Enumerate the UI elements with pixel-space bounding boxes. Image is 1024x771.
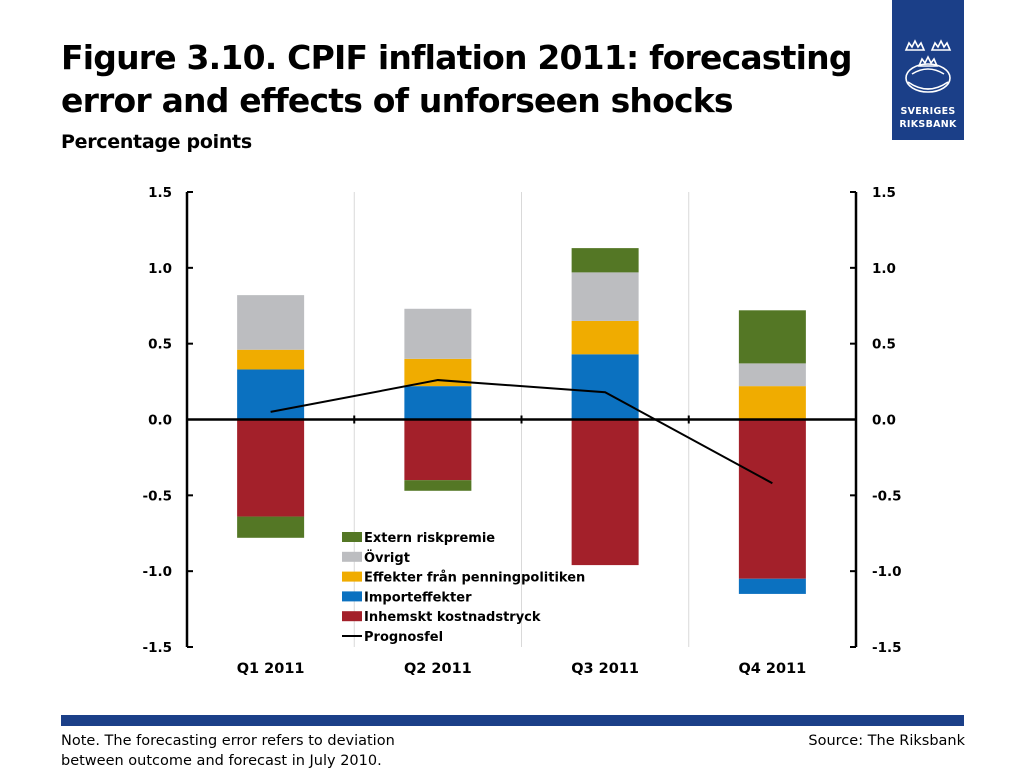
- note-line-2: between outcome and forecast in July 201…: [61, 753, 382, 769]
- legend-layer: Extern riskpremie Övrigt Effekter från pen…: [342, 531, 585, 645]
- legend-label: Importeffekter: [364, 590, 472, 605]
- bar-segment: [738, 310, 806, 364]
- x-tick-label: Q1 2011: [237, 661, 305, 677]
- legend-swatch: [342, 551, 362, 562]
- y-tick-label-right: -1.5: [872, 640, 902, 656]
- riksbank-logo: SVERIGES RIKSBANK: [892, 0, 964, 140]
- bar-segment: [237, 349, 305, 370]
- prognosfel-line: [270, 379, 773, 485]
- bar-segment: [404, 480, 472, 491]
- y-tick-label-right: 0.5: [872, 337, 896, 353]
- y-tick-label-left: -1.0: [142, 564, 172, 580]
- y-tick-label-right: 0.0: [872, 413, 896, 429]
- legend-label: Prognosfel: [364, 630, 443, 645]
- x-tick-label: Q3 2011: [571, 661, 639, 677]
- note-line-1: Note. The forecasting error refers to de…: [61, 733, 395, 749]
- labels-layer: 1.5 1.5 1.0 1.0 0.5 0.5 0.0 0.0 -0.5 -0.5 -1.0 -1.0…: [142, 185, 901, 677]
- bar-segment: [571, 272, 639, 321]
- bar-segment: [738, 386, 806, 420]
- y-tick-label-right: -0.5: [872, 488, 902, 504]
- bar-segment: [404, 386, 472, 420]
- source-label: Source: The Riksbank: [808, 733, 965, 749]
- bar-segment: [237, 295, 305, 350]
- y-tick-label-left: -0.5: [142, 488, 172, 504]
- y-tick-label-left: -1.5: [142, 640, 172, 656]
- axes-layer: [185, 191, 858, 648]
- bar-segment: [237, 516, 305, 538]
- legend-label: Övrigt: [364, 550, 410, 566]
- bar-segment: [738, 363, 806, 387]
- y-tick-label-right: 1.0: [872, 261, 896, 277]
- y-tick-label-left: 1.0: [148, 261, 172, 277]
- legend-label: Effekter från penningpolitiken: [364, 571, 585, 586]
- bar-segment: [738, 578, 806, 594]
- bars-layer: [237, 248, 806, 594]
- stacked-bar-chart: 1.5 1.5 1.0 1.0 0.5 0.5 0.0 0.0 -0.5 -0.5 -1.0 -1.0…: [142, 185, 901, 677]
- bar-segment: [237, 369, 305, 420]
- bar-segment: [738, 419, 806, 579]
- y-tick-label-left: 0.0: [148, 413, 172, 429]
- x-tick-label: Q4 2011: [738, 661, 806, 677]
- footer-bar: [61, 715, 964, 726]
- title-line-1: Figure 3.10. CPIF inflation 2011: foreca…: [61, 38, 852, 77]
- bar-segment: [571, 248, 639, 273]
- chart-title: Figure 3.10. CPIF inflation 2011: foreca…: [61, 36, 891, 122]
- legend-swatch: [342, 571, 362, 582]
- bar-segment: [404, 419, 472, 481]
- legend-swatch: [342, 591, 362, 602]
- crown-emblem-icon: [904, 39, 952, 93]
- legend-label: Extern riskpremie: [364, 531, 495, 546]
- legend-label: Inhemskt kostnadstryck: [364, 610, 541, 625]
- y-tick-label-left: 0.5: [148, 337, 172, 353]
- logo-line-1: SVERIGES: [900, 106, 956, 117]
- y-tick-label-right: 1.5: [872, 185, 896, 201]
- chart-subtitle: Percentage points: [61, 131, 252, 153]
- logo-line-2: RIKSBANK: [899, 119, 957, 130]
- line-layer: [270, 379, 773, 485]
- bar-segment: [237, 419, 305, 517]
- footnote: Note. The forecasting error refers to de…: [61, 731, 481, 771]
- x-tick-label: Q2 2011: [404, 661, 472, 677]
- bar-segment: [571, 354, 639, 420]
- legend-swatch: [342, 611, 362, 622]
- y-tick-label-left: 1.5: [148, 185, 172, 201]
- bar-segment: [571, 419, 639, 566]
- bar-segment: [571, 320, 639, 355]
- title-line-2: error and effects of unforseen shocks: [61, 81, 734, 120]
- y-tick-label-right: -1.0: [872, 564, 902, 580]
- legend-swatch: [342, 532, 362, 542]
- bar-segment: [404, 308, 472, 359]
